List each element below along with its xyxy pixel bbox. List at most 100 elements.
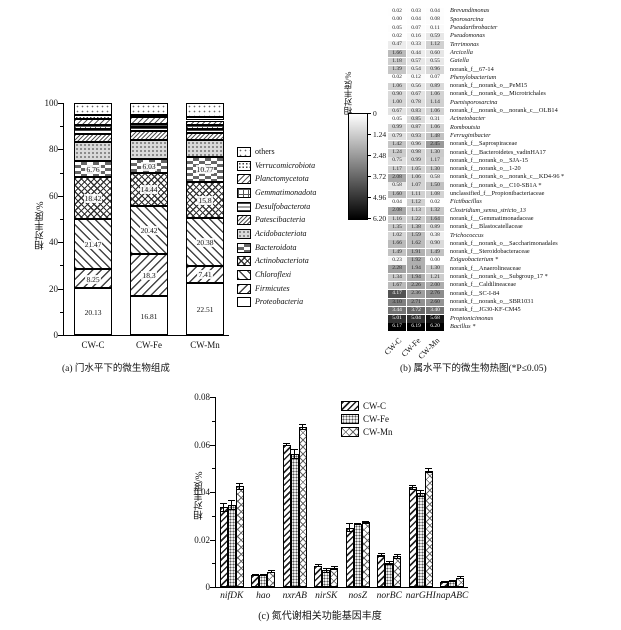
legend-swatch [237,242,251,253]
legend-swatch [237,174,251,185]
heatmap-cell: 5.04 [407,315,425,323]
colorbar-tick-label: 0 [373,108,377,118]
heatmap-cell: 1.42 [388,140,406,149]
heatmap-cell: 0.58 [388,182,406,190]
legend-swatch [237,201,251,212]
y-tick-label: 40 [49,237,58,248]
heatmap-cell: 0.98 [407,149,425,157]
heatmap-row-label: Sporosarcina [450,15,484,23]
legend-label: others [255,146,275,156]
panel-c-x-tick-label: norBC [376,591,402,601]
gene-bar [282,444,291,587]
gene-bar [227,505,236,587]
heatmap-cell: 0.99 [388,124,406,132]
legend-label: CW-C [363,400,387,411]
segment-value: 14.44 [139,185,159,195]
segment-value: 10.77 [195,165,215,175]
y-major-tick [58,103,64,104]
panel-c-x-tick-label: narGHI [405,591,436,601]
error-bar [409,484,417,490]
y-tick-label: 0 [53,330,59,340]
heatmap-cell: 0.60 [426,49,444,58]
colorbar-tick-label: 4.96 [373,192,387,202]
legend-label: CW-Mn [363,426,393,437]
heatmap-cell: 0.02 [388,8,406,16]
segment-value: 21.47 [83,240,103,250]
gene-bar [345,527,354,587]
heatmap-cell: 1.30 [426,165,444,174]
heatmap-cell: 0.57 [407,57,425,66]
error-bar [299,423,307,430]
heatmap-cell: 1.62 [407,240,425,248]
segment-value: 6.76 [85,164,101,174]
legend-label: Bacteroidota [255,242,297,252]
heatmap-cell: 1.64 [426,215,444,224]
legend-item: Proteobacteria [237,296,347,310]
segment-value-label: 6.76 [75,164,111,175]
heatmap-cell: 2.71 [407,298,425,307]
gene-bar [219,507,228,587]
heatmap-cell: 1.35 [388,223,406,232]
y-tick-label: 20 [49,283,58,294]
heatmap-cell: 1.67 [388,281,406,290]
segment-value: 20.38 [195,237,215,247]
y-tick-label: 0 [205,582,211,592]
stacked-bar-segment [74,103,112,115]
gene-bar [393,556,402,587]
y-tick-label: 0.08 [194,392,210,402]
heatmap-cell: 0.02 [388,74,406,82]
legend-item: Chloroflexi [237,268,347,282]
y-minor-tick [212,515,216,517]
stacked-bar-segment: 8.25 [74,269,112,289]
colorbar-tick-label: 3.72 [373,171,387,181]
legend-item: Actinobacteriota [237,255,347,269]
heatmap-cell: 1.12 [407,198,425,207]
heatmap-row-label: Terrimonas [450,40,479,48]
heatmap-row-label: Pseudomonas [450,32,485,40]
heatmap-cell: 0.04 [407,16,425,24]
legend-swatch [237,160,251,171]
legend-swatch [237,297,251,308]
heatmap-cell: 3.40 [426,306,444,315]
segment-value: 20.42 [139,225,159,235]
legend-label: Desulfobacterota [255,201,311,211]
legend-item: Gemmatimonadota [237,186,347,200]
colorbar-tick-label: 6.20 [373,213,387,223]
panel-a-caption: (a) 门水平下的微生物组成 [62,364,170,374]
stacked-bar-segment [74,134,112,143]
legend-label: CW-Fe [363,413,389,424]
heatmap-row-label: Trichococcus [450,231,484,239]
heatmap-row-label: norank_f__67-14 [450,65,494,73]
heatmap-cell: 6.20 [426,323,444,331]
stacked-bar-segment [74,115,112,120]
heatmap-cell: 0.38 [426,232,444,240]
heatmap-row-label: norank_f__Saprospiraceae [450,140,518,148]
heatmap-cell: 0.89 [426,223,444,232]
legend-item: Desulfobacterota [237,200,347,214]
y-tick-label: 100 [44,98,59,108]
heatmap-cell: 4.17 [388,290,406,298]
heatmap-row-label: norank_f__norank_o__Microtrichales [450,90,546,98]
heatmap-cell: 0.78 [407,99,425,107]
gene-bar [330,568,339,587]
y-tick-label: 80 [49,144,58,155]
heatmap-cell: 1.06 [388,82,406,91]
heatmap-row-label: norank_f__Blastocatellaceae [450,223,523,231]
y-tick-label: 0.02 [194,534,210,545]
heatmap-row-label: Acinetobacter [450,115,486,123]
colorbar-tick [367,155,371,156]
heatmap-cell: 0.59 [426,32,444,41]
heatmap-cell: 0.99 [407,157,425,165]
stacked-bar-segment: 21.47 [74,219,112,270]
segment-value-label: 18.3 [131,270,167,281]
stacked-bar-segment [74,119,112,125]
heatmap-cell: 0.58 [426,174,444,182]
heatmap-cell: 2.28 [388,265,406,273]
segment-value-label: 21.47 [75,240,111,250]
heatmap-cell: 0.67 [407,91,425,99]
heatmap-cell: 0.87 [407,124,425,132]
heatmap-cell: 1.02 [388,232,406,240]
legend-label: Actinobacteriota [255,256,309,266]
gene-bar [416,493,425,587]
heatmap-cell: 2.45 [426,140,444,149]
